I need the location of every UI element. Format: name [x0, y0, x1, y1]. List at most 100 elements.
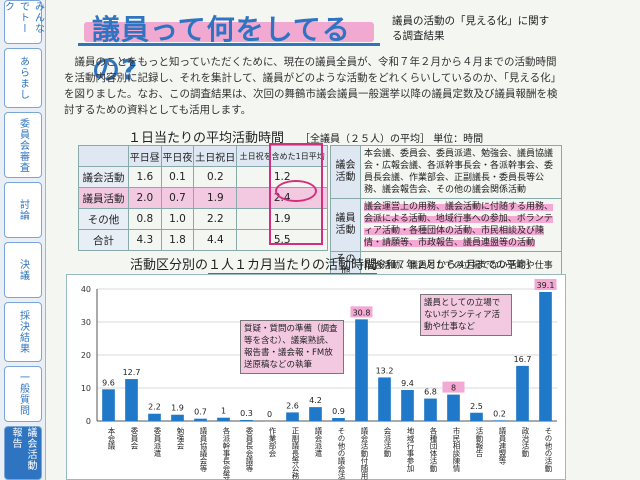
bar	[539, 291, 552, 421]
title-banner: 議員って何をしてるの?	[78, 6, 380, 86]
cell: 1.8	[160, 229, 195, 251]
row-label: 議会活動	[330, 145, 361, 199]
data-label: 0.2	[493, 409, 506, 418]
col-header	[78, 145, 129, 167]
bar	[470, 412, 483, 421]
data-label: 30.8	[353, 308, 371, 317]
cell: 0.2	[193, 166, 238, 188]
bar	[171, 414, 184, 421]
bar	[125, 379, 138, 421]
chart-title: 活動区分別の１人１カ月当たりの活動時間	[130, 254, 378, 275]
bar-chart-svg: 0102030409.6本会議12.7委員会2.2委員派遣1.9勉強会0.7議員…	[81, 278, 557, 480]
bar	[263, 421, 276, 422]
table-row: その他 0.8 1.0 2.2 1.9	[78, 208, 328, 230]
x-tick-label: その他の議会活動	[337, 427, 346, 480]
data-label: 39.1	[537, 281, 555, 290]
x-tick-label: 各派幹事長会等	[222, 426, 231, 480]
x-tick-label: 活動報告	[475, 426, 484, 459]
cell: 1.6	[128, 166, 162, 188]
bar	[401, 389, 414, 421]
tab-vote-results[interactable]: 採決結果	[4, 302, 42, 362]
cell: 1.0	[160, 208, 195, 230]
data-label-highlight	[442, 381, 465, 393]
x-tick-label: 委員会	[130, 426, 139, 451]
time-table-note: ［全議員（２５人）の平均］ 単位：時間	[300, 130, 483, 145]
tab-committee[interactable]: 委員会審査	[4, 112, 42, 178]
bar	[516, 365, 529, 421]
bar	[102, 389, 115, 421]
bar	[332, 418, 345, 421]
title-highlight	[84, 22, 374, 42]
time-table-title: １日当たりの平均活動時間	[128, 131, 285, 146]
annotation-note: 質疑・質問の準備（調査等を含む）、議案熟読、報告書・議会報・FM放送原稿などの執…	[240, 320, 344, 374]
bar	[493, 420, 506, 421]
chart-title-pre: 活動区分別の	[130, 258, 209, 273]
row-label: 議員活動	[330, 198, 361, 252]
intro-paragraph: 議員のことをもっと知っていただくために、現在の議員全員が、令和７年２月から４月ま…	[64, 56, 562, 116]
side-tab-strip: みんなでトーク あらまし 委員会審査 討論 決議 採決結果 一般質問 議会活動報…	[0, 0, 46, 480]
x-tick-label: 本会議	[107, 426, 116, 450]
cell: 4.4	[193, 229, 238, 251]
data-label: 6.8	[424, 388, 437, 397]
x-tick-label: 市民相談陳情	[452, 426, 461, 474]
data-label: 0	[267, 410, 272, 419]
tab-aramashi[interactable]: あらまし	[4, 48, 42, 108]
data-label: 9.6	[102, 378, 115, 387]
cell: 0.8	[128, 208, 162, 230]
tab-minna-talk[interactable]: みんなでトーク	[3, 0, 44, 44]
y-tick-label: 0	[86, 417, 91, 426]
row-label: その他	[78, 208, 129, 230]
tab-general-question[interactable]: 一般質問	[4, 366, 42, 422]
col-header: 平日夜	[160, 145, 195, 167]
tab-debate[interactable]: 討論	[4, 182, 42, 238]
y-tick-label: 20	[81, 351, 91, 360]
row-label: 議員活動	[78, 187, 129, 209]
table-row: 議員活動 議会運営上の用務、議会活動に付随する用務、会派による活動、地域行事への…	[330, 198, 562, 252]
x-tick-label: 議会活動付随用務	[360, 426, 369, 480]
cell: 本会議、委員会、委員派遣、勉強会、議員協議会・広報会議、各派幹事長会・各派幹事会…	[360, 145, 562, 199]
bar	[286, 412, 299, 421]
data-label: 2.6	[286, 401, 299, 410]
x-tick-label: その他の活動	[544, 427, 553, 474]
tab-resolution[interactable]: 決議	[4, 242, 42, 298]
bar	[240, 420, 253, 421]
bar	[378, 377, 391, 421]
time-table: 平日昼 平日夜 土日祝日 土日祝を含めた1日平均 議会活動 1.6 0.1 0.…	[78, 145, 328, 251]
data-label-highlight	[350, 306, 373, 318]
data-label: 12.7	[123, 368, 141, 377]
data-label: 1.9	[171, 404, 184, 413]
data-label: 0.9	[332, 407, 345, 416]
bar	[217, 417, 230, 421]
row-label: 合計	[78, 229, 129, 251]
data-label: 2.5	[470, 402, 483, 411]
bar	[148, 413, 161, 421]
x-tick-label: 議会派遣	[314, 426, 323, 459]
cell: 1.9	[193, 187, 238, 209]
cell: 2.0	[128, 187, 162, 209]
tab-council-activity[interactable]: 議会活動報告	[4, 426, 42, 480]
bar	[447, 394, 460, 421]
cell: 0.1	[160, 166, 195, 188]
x-tick-label: 地域行事参加	[406, 426, 415, 474]
page-title: 議員って何をしてるの?	[92, 13, 351, 86]
y-tick-label: 30	[81, 318, 91, 327]
value-circle-mark	[275, 180, 317, 202]
data-label: 4.2	[309, 396, 322, 405]
x-tick-label: 委員長会議等	[245, 426, 254, 473]
y-tick-label: 40	[81, 285, 91, 294]
x-tick-label: 会派活動	[383, 426, 392, 459]
table-row: 合計 4.3 1.8 4.4 5.5	[78, 229, 328, 251]
average-column-outline	[269, 143, 323, 245]
x-tick-label: 政治活動	[521, 426, 530, 459]
data-label: 2.2	[148, 403, 161, 412]
y-tick-label: 10	[81, 384, 91, 393]
x-tick-label: 作業部会	[268, 426, 277, 459]
x-tick-label: 委員派遣	[153, 426, 162, 459]
activity-description-table: 議会活動 本会議、委員会、委員派遣、勉強会、議員協議会・広報会議、各派幹事長会・…	[330, 145, 562, 281]
bar	[424, 398, 437, 421]
highlighted-text: 議会運営上の用務、議会活動に付随する用務、会派による活動、地域行事への参加、ボラ…	[364, 202, 554, 248]
x-tick-label: 勉強会	[176, 426, 185, 451]
data-label: 8	[451, 384, 456, 393]
bar	[194, 418, 207, 421]
